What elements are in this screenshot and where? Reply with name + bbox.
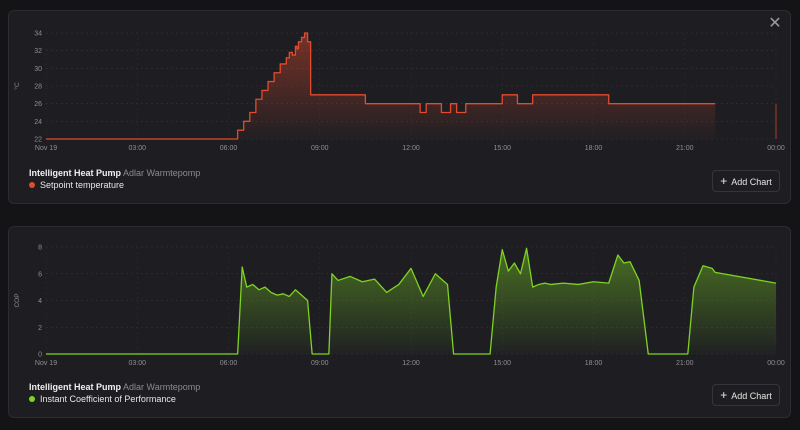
y-tick-label: 22: [34, 137, 42, 144]
y-axis-unit-label: °C: [13, 82, 21, 90]
y-axis-unit-label: COP: [14, 293, 21, 307]
legend-title: Intelligent Heat Pump Adlar Warmtepomp: [29, 381, 200, 393]
x-tick-label: Nov 19: [35, 145, 57, 152]
x-tick-label: 03:00: [128, 360, 146, 367]
setpoint-chart-panel: ✕ 22 24 26 28 30 32 34 Nov 19 03:00 06:00 09:00 12:…: [8, 10, 791, 204]
series-color-dot: [29, 396, 35, 402]
add-chart-label: Add Chart: [731, 177, 772, 187]
chart-legend: Intelligent Heat Pump Adlar Warmtepomp S…: [29, 167, 200, 191]
legend-source: Intelligent Heat Pump: [29, 382, 122, 392]
legend-device: Adlar Warmtepomp: [123, 382, 201, 392]
x-tick-label: 18:00: [585, 360, 603, 367]
legend-title: Intelligent Heat Pump Adlar Warmtepomp: [29, 167, 200, 179]
x-tick-label: 12:00: [402, 360, 420, 367]
series-area: [46, 33, 716, 139]
x-tick-label: 15:00: [493, 360, 511, 367]
legend-series-label: Setpoint temperature: [40, 180, 125, 190]
x-tick-label: 00:00: [767, 360, 785, 367]
y-tick-label: 4: [38, 298, 42, 305]
x-tick-label: 18:00: [585, 145, 603, 152]
setpoint-chart: 22 24 26 28 30 32 34 Nov 19 03:00 06:00 09:00 12:00…: [13, 31, 785, 153]
legend-series[interactable]: Instant Coefficient of Performance: [29, 393, 200, 405]
cop-chart: 0 2 4 6 8 Nov 19 03:00 06:00 09:00 12:00 15:00 18:0…: [14, 245, 785, 368]
y-tick-label: 6: [38, 271, 42, 278]
y-tick-label: 34: [34, 31, 42, 38]
y-tick-label: 0: [38, 352, 42, 359]
close-icon[interactable]: ✕: [768, 15, 782, 32]
series-area: [46, 248, 776, 354]
x-tick-label: 12:00: [402, 145, 420, 152]
legend-series-label: Instant Coefficient of Performance: [40, 394, 176, 404]
x-tick-label: 15:00: [493, 145, 511, 152]
series-line[interactable]: [46, 32, 716, 140]
x-tick-label: 09:00: [311, 145, 329, 152]
y-tick-label: 28: [34, 84, 42, 91]
x-tick-label: 21:00: [676, 145, 694, 152]
x-tick-label: 09:00: [311, 360, 329, 367]
y-tick-label: 26: [34, 101, 42, 108]
x-tick-label: 06:00: [220, 145, 238, 152]
legend-device: Adlar Warmtepomp: [123, 168, 201, 178]
chart-legend: Intelligent Heat Pump Adlar Warmtepomp I…: [29, 381, 200, 405]
y-tick-label: 2: [38, 325, 42, 332]
y-tick-label: 8: [38, 245, 42, 252]
x-tick-label: 00:00: [767, 145, 785, 152]
add-chart-button[interactable]: + Add Chart: [712, 170, 780, 192]
y-tick-label: 24: [34, 119, 42, 126]
add-chart-button[interactable]: + Add Chart: [712, 384, 780, 406]
series-color-dot: [29, 182, 35, 188]
plus-icon: +: [720, 388, 728, 402]
legend-source: Intelligent Heat Pump: [29, 168, 122, 178]
x-tick-label: Nov 19: [35, 360, 57, 367]
y-tick-label: 32: [34, 48, 42, 55]
y-tick-label: 30: [34, 66, 42, 73]
cop-chart-panel: 0 2 4 6 8 Nov 19 03:00 06:00 09:00 12:00 15:00 18:0…: [8, 226, 791, 418]
x-tick-label: 21:00: [676, 360, 694, 367]
legend-series[interactable]: Setpoint temperature: [29, 179, 200, 191]
x-tick-label: 03:00: [128, 145, 146, 152]
add-chart-label: Add Chart: [731, 391, 772, 401]
plus-icon: +: [720, 174, 728, 188]
x-tick-label: 06:00: [220, 360, 238, 367]
series-line[interactable]: [46, 247, 777, 355]
